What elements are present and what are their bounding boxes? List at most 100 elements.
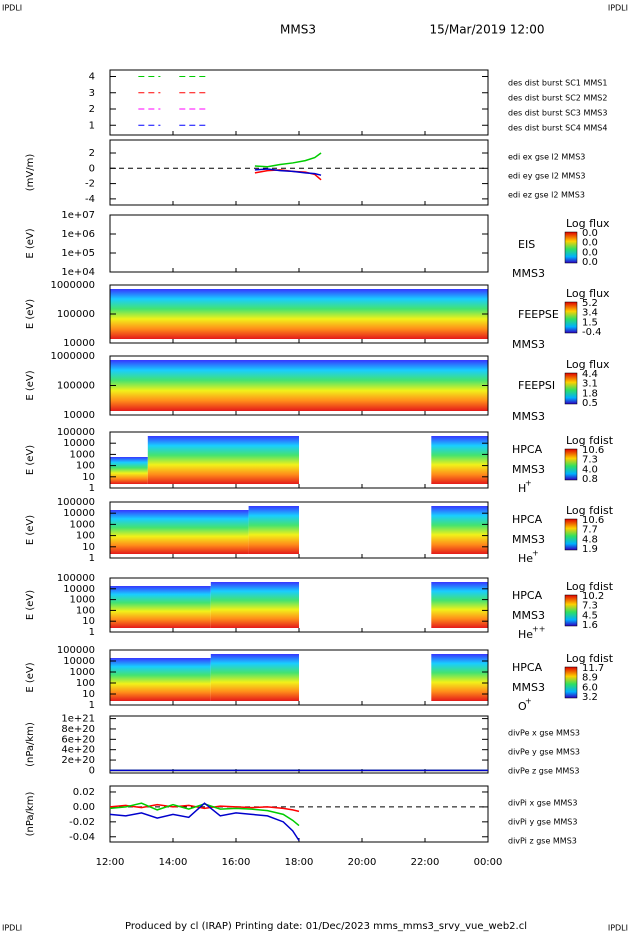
side-label: HPCA xyxy=(512,589,543,602)
y-tick-label: 1e+04 xyxy=(61,267,95,278)
y-tick-label: 10000 xyxy=(63,438,95,449)
spectrogram-fill xyxy=(110,586,211,628)
y-tick-label: 4 xyxy=(89,72,95,83)
legend-entry: edi ey gse l2 MMS3 xyxy=(508,172,586,181)
legend-entry: divPi z gse MMS3 xyxy=(508,837,577,846)
colorbar-label: 7.7 xyxy=(582,525,598,536)
spectrogram-fill xyxy=(110,360,488,411)
side-label: MMS3 xyxy=(512,609,545,622)
colorbar-title: Log flux xyxy=(566,287,610,300)
y-tick-label: 10 xyxy=(82,472,95,483)
y-tick-label: 2e+20 xyxy=(61,755,95,766)
colorbar-label: 3.2 xyxy=(582,692,598,703)
colorbar-label: 0.0 xyxy=(582,247,598,258)
spectrogram-fill xyxy=(110,289,488,339)
y-tick-label: 10 xyxy=(82,616,95,627)
colorbar-title: Log fdist xyxy=(566,434,614,447)
x-tick-label: 18:00 xyxy=(285,857,314,868)
colorbar-label: 11.7 xyxy=(582,663,604,674)
species-base: He xyxy=(518,552,533,565)
spectrogram-fill xyxy=(110,457,148,484)
y-tick-label: 1000000 xyxy=(50,351,95,362)
colorbar-label: 1.5 xyxy=(582,317,598,328)
side-label: MMS3 xyxy=(512,681,545,694)
y-axis-label: E (eV) xyxy=(25,515,36,545)
colorbar xyxy=(564,666,578,699)
y-tick-label: 100000 xyxy=(57,427,95,438)
y-tick-label: 10 xyxy=(82,542,95,553)
panel-frame xyxy=(109,69,489,136)
y-tick-label: 10000 xyxy=(63,508,95,519)
y-axis-label: (mV/m) xyxy=(25,154,36,192)
y-tick-label: 100000 xyxy=(57,497,95,508)
footer: Produced by cl (IRAP) Printing date: 01/… xyxy=(125,921,527,932)
colorbar-title: Log flux xyxy=(566,358,610,371)
y-tick-label: 1 xyxy=(89,483,95,494)
spectrogram-fill xyxy=(210,654,299,701)
x-tick-label: 12:00 xyxy=(96,857,125,868)
y-tick-label: 4e+20 xyxy=(61,745,95,756)
colorbar-label: 4.5 xyxy=(582,610,598,621)
data-line xyxy=(109,802,300,841)
y-axis-label: E (eV) xyxy=(25,662,36,692)
y-tick-label: -2 xyxy=(85,179,95,190)
y-tick-label: 2 xyxy=(89,148,95,159)
spectrogram-fill xyxy=(210,582,299,628)
panel: 4 3 2 1 des dist burst SC1 MMS1 des dist burs… xyxy=(89,69,607,136)
colorbar-label: -0.4 xyxy=(582,327,602,338)
panel: E (eV) 1000000 100000 10000 FEEPSI MMS3 Log fl… xyxy=(25,351,610,423)
colorbar-label: 4.8 xyxy=(582,534,598,545)
legend-entry: edi ex gse l2 MMS3 xyxy=(508,153,585,162)
y-tick-label: 100000 xyxy=(57,573,95,584)
colorbar-title: Log fdist xyxy=(566,580,614,593)
legend-entry: des dist burst SC4 MMS4 xyxy=(508,124,607,133)
legend-entry: des dist burst SC1 MMS1 xyxy=(508,79,607,88)
side-label: MMS3 xyxy=(512,463,545,476)
colorbar xyxy=(564,231,578,264)
colorbar-label: 5.2 xyxy=(582,298,598,309)
colorbar-label: 0.0 xyxy=(582,228,598,239)
colorbar-label: 1.8 xyxy=(582,388,598,399)
legend-entry: divPe z gse MMS3 xyxy=(508,767,579,776)
colorbar-label: 10.2 xyxy=(582,591,604,602)
species-sup: + xyxy=(525,479,532,488)
y-tick-label: 0 xyxy=(89,163,95,174)
x-tick-label: 20:00 xyxy=(348,857,377,868)
spectrogram-fill xyxy=(431,436,488,484)
colorbar-label: 10.6 xyxy=(582,515,604,526)
y-tick-label: 1000 xyxy=(70,595,95,606)
side-label: MMS3 xyxy=(512,410,545,423)
legend-entry: divPi x gse MMS3 xyxy=(508,799,577,808)
data-line xyxy=(254,168,322,176)
spectrogram-fill xyxy=(431,582,488,628)
y-tick-label: 1000000 xyxy=(50,280,95,291)
panel-frame xyxy=(109,785,489,843)
colorbar-title: Log fdist xyxy=(566,504,614,517)
y-tick-label: 1 xyxy=(89,120,95,131)
y-tick-label: 3 xyxy=(89,88,95,99)
data-line xyxy=(109,802,300,827)
colorbar-label: 0.5 xyxy=(582,398,598,409)
colorbar xyxy=(564,518,578,551)
colorbar-label: 4.4 xyxy=(582,369,598,380)
colorbar-label: 3.4 xyxy=(582,308,598,319)
side-label: MMS3 xyxy=(512,267,545,280)
x-tick-label: 14:00 xyxy=(159,857,188,868)
corner-mark: IPDLI xyxy=(2,4,22,13)
panel: (mV/m) 2 0 -2 -4 edi ex gse l2 MMS3 edi ey gse… xyxy=(25,139,586,206)
colorbar-label: 7.3 xyxy=(582,455,598,466)
y-axis-label: E (eV) xyxy=(25,370,36,400)
y-tick-label: 100000 xyxy=(57,381,95,392)
legend-entry: divPe x gse MMS3 xyxy=(508,729,580,738)
side-label: FEEPSE xyxy=(518,308,559,321)
legend-entry: divPi y gse MMS3 xyxy=(508,818,577,827)
colorbar-label: 1.9 xyxy=(582,544,598,555)
colorbar-label: 3.1 xyxy=(582,379,598,390)
colorbar xyxy=(564,372,578,405)
side-label: HPCA xyxy=(512,443,543,456)
y-tick-label: 6e+20 xyxy=(61,734,95,745)
colorbar-label: 4.0 xyxy=(582,464,598,475)
x-tick-label: 22:00 xyxy=(411,857,440,868)
panel: E (eV) 1e+07 1e+06 1e+05 1e+04 EIS MMS3 Log flu… xyxy=(25,210,610,280)
